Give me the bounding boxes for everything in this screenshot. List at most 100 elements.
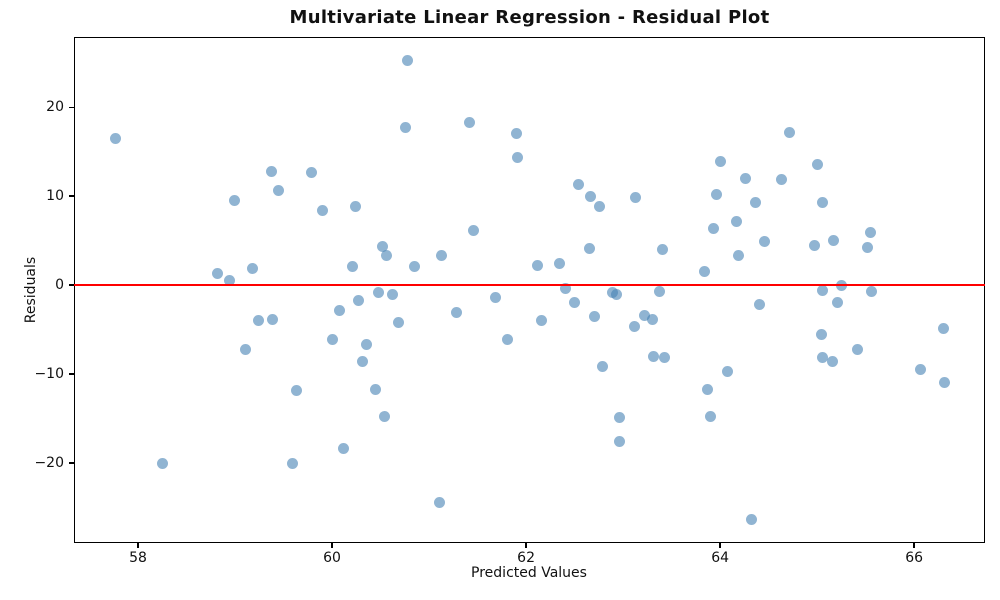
x-tick-mark [331,543,333,548]
x-tick-mark [913,543,915,548]
scatter-point [832,296,844,308]
scatter-point [659,351,671,363]
scatter-point [386,289,398,301]
scatter-point [378,411,390,423]
scatter-point [630,192,642,204]
scatter-point [811,158,823,170]
x-tick-mark [137,543,139,548]
y-tick-mark [69,106,74,108]
scatter-point [360,339,372,351]
scatter-point [273,185,285,197]
scatter-point [334,304,346,316]
scatter-point [212,268,224,280]
scatter-point [597,360,609,372]
scatter-point [816,351,828,363]
scatter-point [865,227,877,239]
scatter-point [828,235,840,247]
scatter-point [373,286,385,298]
scatter-point [915,364,927,376]
scatter-point [532,260,544,272]
scatter-point [346,260,358,272]
y-tick-label: −10 [34,366,64,383]
scatter-point [815,328,827,340]
y-tick-label: 20 [46,99,64,116]
scatter-point [722,365,734,377]
y-tick-mark [69,195,74,197]
y-axis-label: Residuals [23,256,39,324]
scatter-point [584,190,596,202]
scatter-point [349,201,361,213]
scatter-point [377,241,389,253]
scatter-point [352,294,364,306]
scatter-point [266,165,278,177]
scatter-point [392,316,404,328]
scatter-point [510,127,522,139]
scatter-point [707,222,719,234]
scatter-point [739,172,751,184]
scatter-point [613,412,625,424]
plot-area [74,37,985,543]
scatter-point [489,292,501,304]
scatter-point [450,307,462,319]
scatter-point [937,323,949,335]
scatter-point [745,514,757,526]
scatter-point [583,243,595,255]
scatter-point [714,155,726,167]
scatter-point [502,333,514,345]
scatter-point [436,250,448,262]
scatter-point [852,343,864,355]
scatter-point [759,236,771,248]
scatter-point [536,315,548,327]
y-tick-mark [69,373,74,375]
scatter-point [865,285,877,297]
y-tick-label: 0 [55,277,64,294]
x-tick-label: 58 [129,550,147,566]
scatter-point [647,350,659,362]
scatter-point [613,436,625,448]
scatter-point [464,116,476,128]
scatter-point [816,196,828,208]
scatter-point [511,151,523,163]
scatter-point [228,195,240,207]
y-tick-label: −20 [34,454,64,471]
scatter-point [223,275,235,287]
scatter-point [572,179,584,191]
scatter-point [817,284,829,296]
scatter-point [286,458,298,470]
x-tick-mark [719,543,721,548]
scatter-point [653,285,665,297]
scatter-point [290,384,302,396]
scatter-point [468,225,480,237]
scatter-point [610,289,622,301]
scatter-point [589,310,601,322]
scatter-point [316,204,328,216]
x-tick-label: 66 [905,550,924,566]
x-tick-label: 64 [711,550,730,566]
scatter-point [775,173,787,185]
scatter-point [808,239,820,251]
scatter-point [306,166,318,178]
scatter-point [594,201,606,213]
scatter-point [338,443,350,455]
y-tick-mark [69,462,74,464]
scatter-point [710,188,722,200]
scatter-point [938,376,950,388]
scatter-point [657,244,669,256]
y-tick-label: 10 [46,188,64,205]
scatter-point [704,411,716,423]
scatter-point [569,297,581,309]
x-tick-mark [525,543,527,548]
scatter-point [731,215,743,227]
scatter-point [356,356,368,368]
scatter-point [560,283,572,295]
scatter-point [733,250,745,262]
scatter-point [553,258,565,270]
scatter-point [646,314,658,326]
scatter-point [252,315,264,327]
x-tick-label: 62 [517,550,535,566]
scatter-point [402,54,414,66]
x-tick-label: 60 [323,550,341,566]
scatter-point [827,356,839,368]
scatter-point [409,260,421,272]
